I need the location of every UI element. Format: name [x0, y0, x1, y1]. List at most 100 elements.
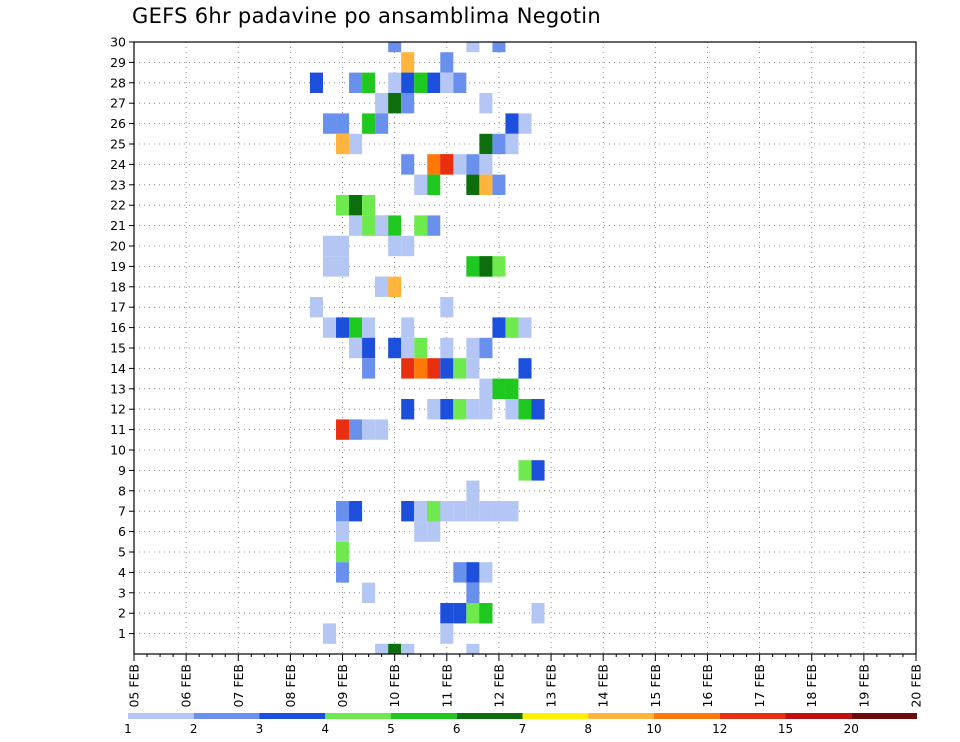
- heatmap-cell: [453, 562, 467, 583]
- heatmap-cell: [466, 256, 480, 277]
- y-tick-label: 1: [118, 626, 126, 641]
- heatmap-cell: [492, 133, 506, 155]
- heatmap-cell: [440, 501, 454, 522]
- heatmap-cell: [401, 337, 415, 359]
- x-tick-label: 05 FEB: [127, 664, 142, 708]
- heatmap-cell: [427, 154, 441, 175]
- heatmap-cell: [440, 337, 454, 359]
- y-tick-label: 20: [110, 239, 126, 254]
- heatmap-cell: [492, 317, 506, 338]
- y-tick-label: 11: [110, 422, 126, 437]
- heatmap-cell: [388, 72, 402, 93]
- heatmap-cell: [349, 133, 363, 155]
- heatmap-cell: [336, 235, 350, 257]
- y-tick-label: 12: [110, 402, 126, 417]
- heatmap-cell: [401, 235, 415, 257]
- heatmap-cell: [440, 623, 454, 644]
- heatmap-cell: [336, 419, 350, 440]
- heatmap-cell: [440, 358, 454, 379]
- colorbar: 1 2 3 4 5 6 7 8 10 12 15 20: [124, 713, 917, 736]
- heatmap-cell: [466, 480, 480, 501]
- x-tick-label: 18 FEB: [804, 664, 819, 708]
- heatmap-cell: [414, 174, 428, 195]
- colorbar-label: 1: [124, 722, 132, 736]
- y-tick-label: 10: [110, 443, 126, 458]
- heatmap-cell: [401, 501, 415, 522]
- heatmap-cell: [388, 93, 402, 114]
- heatmap-cell: [401, 399, 415, 420]
- heatmap-cell: [427, 399, 441, 420]
- colorbar-label: 15: [778, 722, 793, 736]
- heatmap-cell: [309, 297, 323, 318]
- heatmap-cell: [362, 215, 376, 236]
- heatmap-cell: [531, 603, 545, 624]
- heatmap-cell: [427, 215, 441, 236]
- heatmap-cell: [466, 562, 480, 583]
- heatmap-cell: [518, 317, 532, 338]
- x-tick-label: 07 FEB: [231, 664, 246, 708]
- heatmap-cell: [349, 72, 363, 93]
- heatmap-cell: [362, 419, 376, 440]
- y-tick-label: 21: [110, 218, 126, 233]
- heatmap-cell: [414, 358, 428, 379]
- y-tick-label: 28: [110, 75, 126, 90]
- heatmap-cell: [492, 42, 506, 53]
- colorbar-swatch: [456, 713, 523, 719]
- x-tick-label: 15 FEB: [648, 664, 663, 708]
- heatmap-cell: [466, 42, 480, 53]
- heatmap-cell: [453, 72, 467, 93]
- heatmap-cell: [322, 317, 337, 338]
- x-tick-label: 12 FEB: [491, 664, 506, 708]
- heatmap-cell: [466, 399, 480, 420]
- heatmap-cell: [375, 276, 389, 297]
- colorbar-swatch: [719, 713, 786, 719]
- heatmap-cell: [466, 643, 480, 654]
- heatmap-cell: [414, 337, 428, 359]
- heatmap-cell: [336, 133, 350, 155]
- colorbar-swatch: [325, 713, 391, 719]
- x-tick-label: 09 FEB: [335, 664, 350, 708]
- heatmap-cell: [388, 276, 402, 297]
- heatmap-cell: [401, 358, 415, 379]
- heatmap-cell: [349, 317, 363, 338]
- heatmap-cell: [531, 460, 545, 481]
- x-tick-label: 17 FEB: [752, 664, 767, 708]
- colorbar-label: 4: [321, 722, 329, 736]
- y-tick-label: 19: [110, 259, 126, 274]
- heatmap-cell: [414, 215, 428, 236]
- colorbar-swatch: [851, 713, 917, 719]
- y-tick-label: 9: [118, 463, 126, 478]
- heatmap-cell: [479, 256, 493, 277]
- heatmap-cell: [349, 419, 363, 440]
- heatmap-cell: [349, 337, 363, 359]
- heatmap-cell: [401, 52, 415, 73]
- x-tick-label: 20 FEB: [909, 664, 924, 708]
- colorbar-label: 6: [453, 722, 461, 736]
- heatmap-cell: [453, 358, 467, 379]
- heatmap-cell: [309, 72, 323, 93]
- heatmap-cell: [479, 337, 493, 359]
- y-tick-label: 17: [110, 300, 126, 315]
- heatmap-cell: [505, 378, 519, 399]
- heatmap-cell: [427, 358, 441, 379]
- colorbar-label: 2: [190, 722, 198, 736]
- heatmap-cell: [466, 582, 480, 603]
- heatmap-cell: [375, 113, 389, 134]
- heatmap-cell: [362, 195, 376, 216]
- heatmap-cell: [401, 317, 415, 338]
- heatmap-cell: [401, 72, 415, 93]
- heatmap-cell: [414, 501, 428, 522]
- y-tick-label: 8: [118, 483, 126, 498]
- heatmap-cell: [479, 174, 493, 195]
- y-tick-label: 24: [110, 157, 126, 172]
- x-tick-label: 11 FEB: [439, 664, 454, 708]
- heatmap-cell: [505, 133, 519, 155]
- heatmap-cell: [375, 215, 389, 236]
- heatmap-cell: [466, 501, 480, 522]
- heatmap-cell: [505, 399, 519, 420]
- y-tick-label: 25: [110, 137, 126, 152]
- colorbar-swatch: [391, 713, 457, 719]
- y-tick-label: 2: [118, 606, 126, 621]
- heatmap-cell: [388, 643, 402, 654]
